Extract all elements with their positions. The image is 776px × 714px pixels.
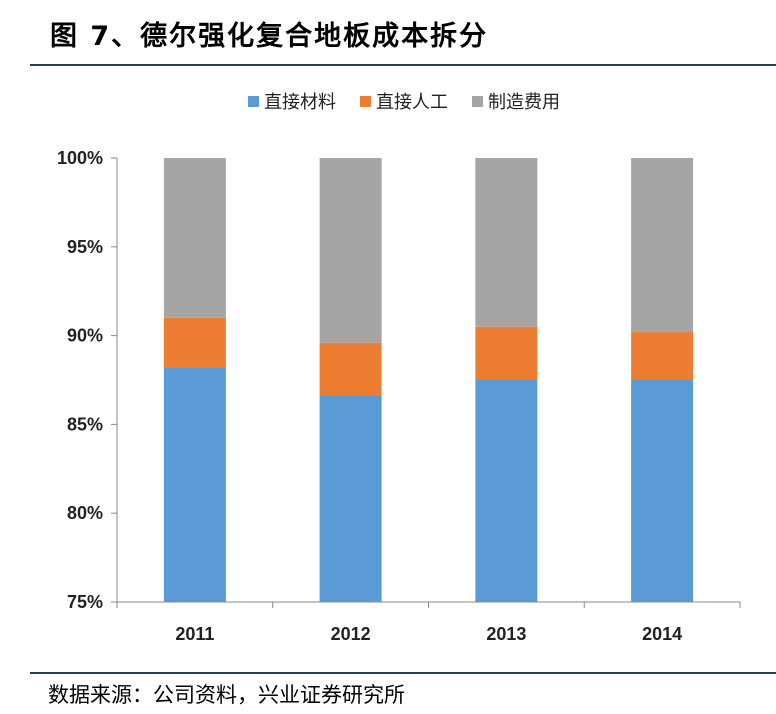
y-tick-label: 75% — [67, 592, 103, 612]
y-tick-label: 90% — [67, 326, 103, 346]
y-tick-label: 80% — [67, 503, 103, 523]
bar-2013-series-2 — [475, 326, 538, 380]
bar-2014-series-1 — [631, 380, 694, 602]
bar-2014-series-3 — [631, 158, 694, 333]
top-divider — [30, 64, 776, 66]
bars-group — [163, 158, 694, 602]
legend-swatch-3 — [472, 96, 483, 107]
x-tick-label: 2012 — [331, 624, 371, 644]
x-axis: 2011 2012 2013 2014 — [116, 601, 741, 644]
bar-2012-series-1 — [319, 395, 382, 602]
bar-2011-series-2 — [163, 317, 226, 368]
bar-2012-series-3 — [319, 158, 382, 343]
bar-2013-series-3 — [475, 158, 538, 327]
y-tick-label: 85% — [67, 414, 103, 434]
bar-2014-series-2 — [631, 332, 694, 380]
legend-label-2: 直接人工 — [376, 92, 448, 113]
source-note: 数据来源：公司资料，兴业证券研究所 — [48, 683, 405, 707]
bottom-divider — [30, 672, 776, 674]
bar-2011-series-1 — [163, 367, 226, 602]
y-tick-label: 95% — [67, 237, 103, 257]
legend-label-3: 制造费用 — [488, 92, 560, 113]
x-tick-label: 2011 — [175, 624, 214, 644]
y-tick-label: 100% — [57, 148, 103, 168]
x-tick-label: 2013 — [486, 624, 526, 644]
figure-title: 图 7、德尔强化复合地板成本拆分 — [50, 21, 489, 52]
legend-swatch-1 — [248, 96, 259, 107]
y-axis: 75% 80% 85% 90% 95% 100% — [57, 148, 118, 612]
legend-swatch-2 — [360, 96, 371, 107]
x-tick-label: 2014 — [642, 624, 682, 644]
bar-2011-series-3 — [163, 158, 226, 318]
legend-label-1: 直接材料 — [264, 92, 336, 113]
bar-2013-series-1 — [475, 380, 538, 602]
bar-2012-series-2 — [319, 342, 382, 396]
chart-legend: 直接材料 直接人工 制造费用 — [248, 92, 560, 113]
